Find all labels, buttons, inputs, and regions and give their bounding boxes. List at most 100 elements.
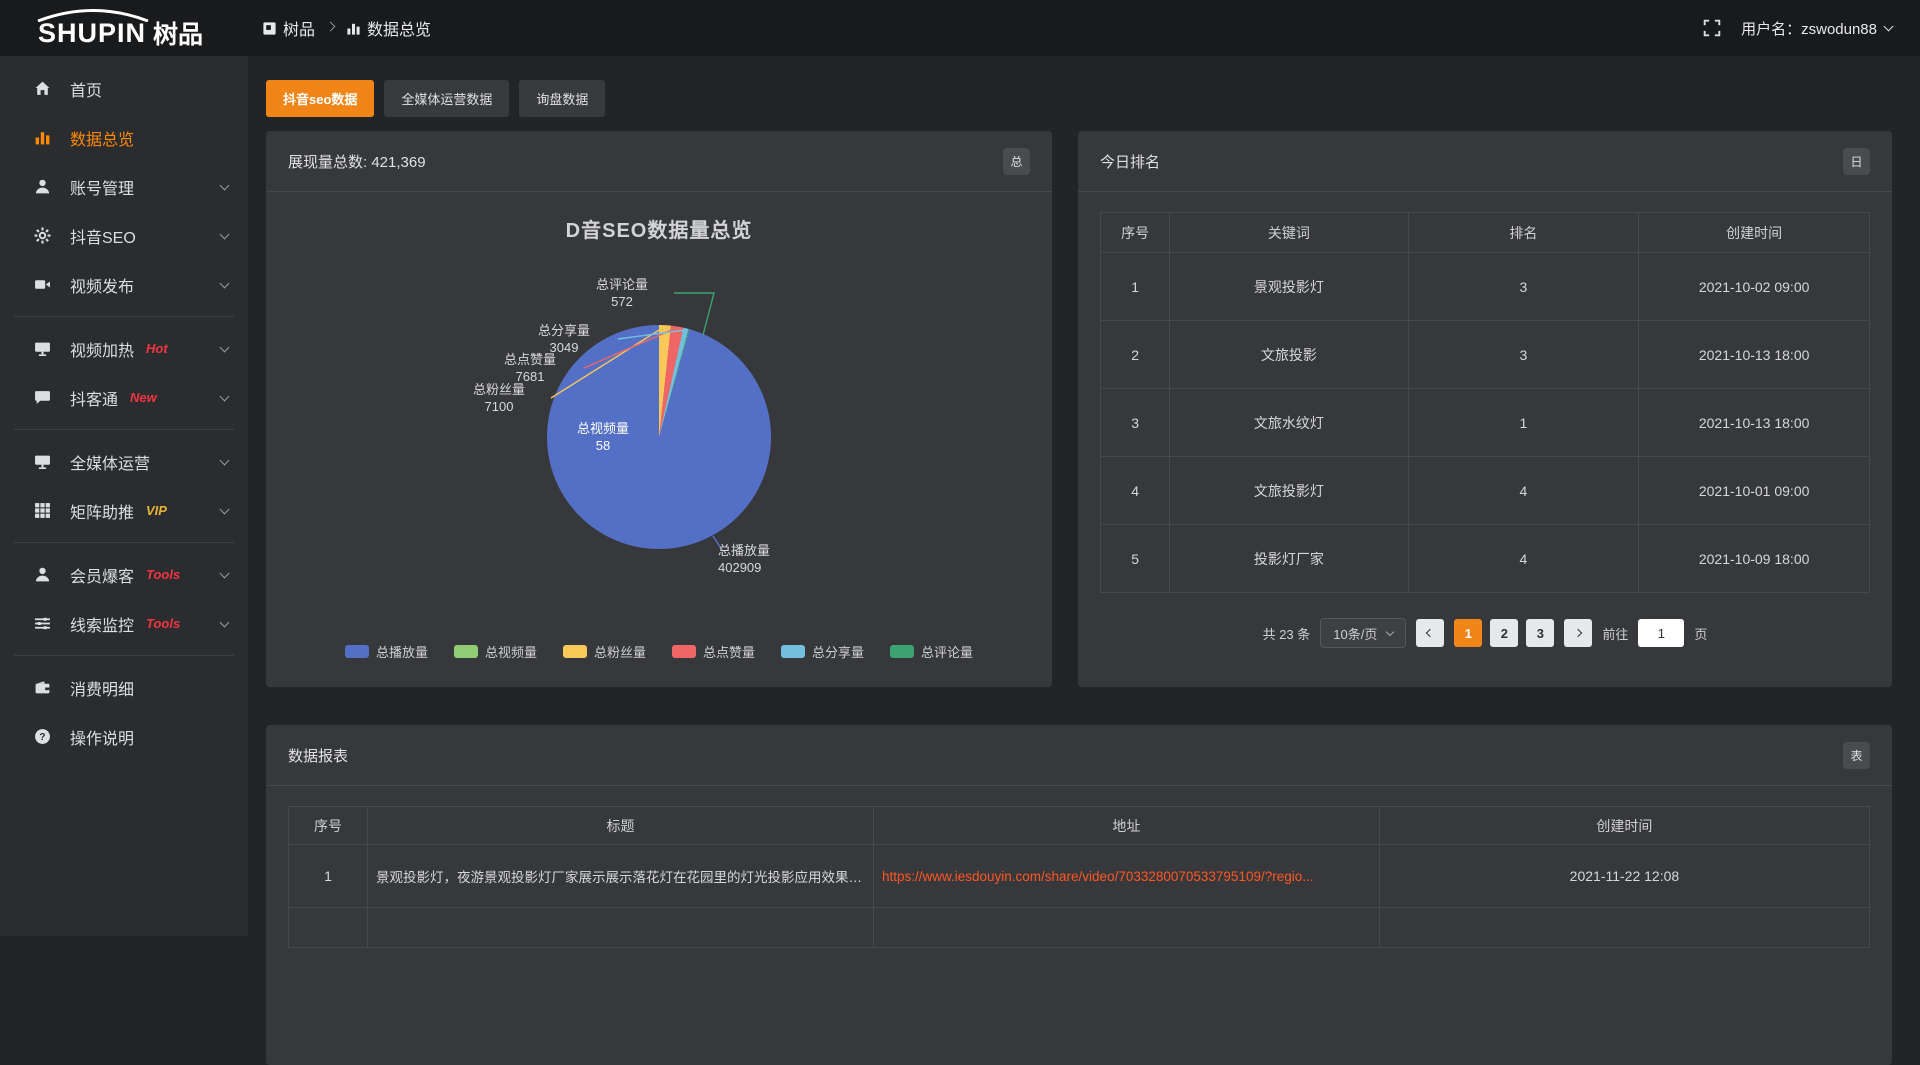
- video-link[interactable]: https://www.iesdouyin.com/share/video/70…: [882, 869, 1314, 884]
- breadcrumb-current-label: 数据总览: [367, 16, 431, 40]
- total-badge-button[interactable]: 总: [1003, 148, 1030, 175]
- pie-label-name: 总评论量: [572, 276, 672, 293]
- pie-label-value: 58: [553, 437, 653, 454]
- table-cell: 1: [289, 845, 368, 908]
- sidebar-item-home[interactable]: 首页: [0, 64, 248, 113]
- bar-chart-icon: [346, 21, 361, 36]
- sidebar-item-media-operation[interactable]: 全媒体运营: [0, 437, 248, 486]
- svg-text:?: ?: [39, 732, 45, 743]
- pie-label-value: 402909: [718, 559, 838, 576]
- chevron-down-icon: [220, 504, 230, 514]
- sidebar-item-label: 视频加热: [70, 337, 134, 361]
- user-icon: [34, 566, 54, 583]
- page-button-3[interactable]: 3: [1526, 619, 1554, 647]
- pie-label-comments: 总评论量 572: [572, 276, 672, 310]
- column-header: 创建时间: [1639, 213, 1870, 253]
- video-camera-icon: [34, 276, 54, 293]
- table-cell: [873, 908, 1379, 948]
- breadcrumb-root[interactable]: 树品: [262, 16, 315, 40]
- day-badge-button[interactable]: 日: [1843, 148, 1870, 175]
- legend-swatch: [345, 645, 369, 658]
- table-cell: 投影灯厂家: [1170, 525, 1408, 593]
- chevron-down-icon: [220, 455, 230, 465]
- prev-page-button[interactable]: [1416, 619, 1444, 647]
- tab-douyin-seo-data[interactable]: 抖音seo数据: [266, 80, 374, 117]
- sidebar-item-label: 视频发布: [70, 273, 134, 297]
- legend-label: 总视频量: [485, 642, 537, 661]
- legend-item[interactable]: 总视频量: [454, 642, 537, 661]
- sidebar-item-operation-guide[interactable]: ? 操作说明: [0, 712, 248, 761]
- table-cell: 2021-10-09 18:00: [1639, 525, 1870, 593]
- breadcrumb-root-label: 树品: [283, 16, 315, 40]
- pie-label-plays: 总播放量 402909: [718, 542, 838, 576]
- table-cell: [1379, 908, 1869, 948]
- table-badge-button[interactable]: 表: [1843, 742, 1870, 769]
- sidebar-item-label: 抖音SEO: [70, 224, 136, 248]
- chart-legend: 总播放量 总视频量 总粉丝量 总点赞量 总分享量 总评论量: [266, 642, 1052, 661]
- sidebar-item-consume-detail[interactable]: 消费明细: [0, 663, 248, 712]
- report-panel-title: 数据报表: [288, 745, 348, 766]
- overview-panel-title: 展现量总数: 421,369: [288, 151, 426, 172]
- sidebar-item-label: 线索监控: [70, 612, 134, 636]
- page-size-select[interactable]: 10条/页: [1320, 618, 1406, 648]
- logo[interactable]: SHUPIN 树品: [0, 5, 248, 51]
- ranking-panel-header: 今日排名 日: [1078, 131, 1892, 192]
- sliders-icon: [34, 615, 54, 632]
- sidebar-divider: [14, 429, 234, 430]
- sidebar-item-douyin-seo[interactable]: 抖音SEO: [0, 211, 248, 260]
- topbar: SHUPIN 树品 树品 数据总览 用户名：zswodun88: [0, 0, 1920, 56]
- chevron-down-icon: [220, 568, 230, 578]
- legend-item[interactable]: 总点赞量: [672, 642, 755, 661]
- ranking-panel-title: 今日排名: [1100, 151, 1160, 172]
- table-cell: 3: [1408, 321, 1639, 389]
- home-icon: [34, 80, 54, 97]
- sidebar-item-account-management[interactable]: 账号管理: [0, 162, 248, 211]
- sidebar-item-badge: New: [130, 390, 157, 405]
- next-page-button[interactable]: [1564, 619, 1592, 647]
- page-button-1[interactable]: 1: [1454, 619, 1482, 647]
- tab-media-operation-data[interactable]: 全媒体运营数据: [384, 80, 509, 117]
- legend-item[interactable]: 总评论量: [890, 642, 973, 661]
- legend-swatch: [454, 645, 478, 658]
- column-header: 标题: [368, 807, 874, 845]
- pie-label-likes: 总点赞量 7681: [480, 351, 580, 385]
- chevron-down-icon: [1884, 22, 1894, 32]
- chevron-down-icon: [220, 278, 230, 288]
- pie-label-value: 572: [572, 293, 672, 310]
- table-cell: 2021-10-02 09:00: [1639, 253, 1870, 321]
- table-header-row: 序号 标题 地址 创建时间: [289, 807, 1870, 845]
- page-button-2[interactable]: 2: [1490, 619, 1518, 647]
- sidebar-item-label: 操作说明: [70, 725, 134, 749]
- table-cell: 3: [1408, 253, 1639, 321]
- legend-item[interactable]: 总分享量: [781, 642, 864, 661]
- legend-item[interactable]: 总粉丝量: [563, 642, 646, 661]
- sidebar-divider: [14, 542, 234, 543]
- tab-inquiry-data[interactable]: 询盘数据: [519, 80, 605, 117]
- user-menu[interactable]: 用户名：zswodun88: [1741, 18, 1892, 39]
- pie-label-value: 7100: [449, 398, 549, 415]
- sidebar-item-video-publish[interactable]: 视频发布: [0, 260, 248, 309]
- sidebar-item-data-overview[interactable]: 数据总览: [0, 113, 248, 162]
- table-cell: 1: [1408, 389, 1639, 457]
- table-cell: 2: [1101, 321, 1170, 389]
- table-cell: 3: [1101, 389, 1170, 457]
- report-title-cell: 景观投影灯，夜游景观投影灯厂家展示展示落花灯在花园里的灯光投影应用效果 #...: [368, 845, 874, 908]
- legend-item[interactable]: 总播放量: [345, 642, 428, 661]
- table-cell: 2021-10-13 18:00: [1639, 321, 1870, 389]
- fullscreen-button[interactable]: [1703, 19, 1721, 37]
- goto-page-input[interactable]: [1638, 619, 1684, 647]
- username-label: 用户名：zswodun88: [1741, 18, 1877, 39]
- pie-label-videos: 总视频量 58: [553, 420, 653, 454]
- breadcrumb-current: 数据总览: [346, 16, 431, 40]
- tabs: 抖音seo数据全媒体运营数据询盘数据: [266, 80, 605, 117]
